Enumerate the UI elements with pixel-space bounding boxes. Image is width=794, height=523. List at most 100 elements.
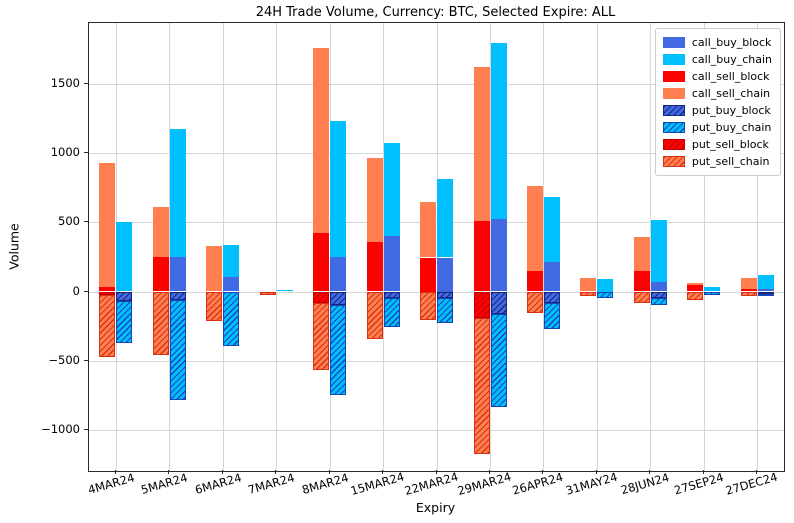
x-tick-label: 6MAR24 [193,470,243,498]
legend-swatch-call_buy_chain [662,54,685,65]
bar-segment-put_buy_block [169,291,186,300]
x-tick-mark [382,470,383,474]
legend-label: call_sell_chain [691,87,771,100]
x-tick-mark [489,470,490,474]
bar-segment-put_buy_block [650,291,667,298]
bar-segment-call_sell_chain [99,163,116,288]
bar-segment-call_buy_block [490,219,507,292]
bar-segment-call_buy_block [383,236,400,292]
x-tick-label: 22MAR24 [402,469,460,499]
bar-segment-put_buy_block [543,291,560,304]
bar-segment-put_sell_chain [259,291,276,295]
y-tick-label: 1000 [50,144,80,159]
bar-segment-call_buy_block [169,256,186,292]
gridline-vertical [276,23,278,471]
bar-segment-put_buy_chain [757,293,774,296]
bar-segment-call_buy_block [543,261,560,292]
bar-segment-call_buy_chain [330,121,347,257]
bar-segment-put_buy_block [116,291,133,302]
bar-segment-put_buy_chain [169,299,186,400]
legend-swatch-put_sell_chain [662,156,685,167]
bar-segment-call_sell_block [526,271,543,292]
x-tick-mark [435,470,437,474]
bar-segment-call_buy_block [650,281,667,292]
bar-segment-put_sell_chain [366,291,383,339]
x-tick-mark [328,470,330,474]
legend-label: put_sell_chain [691,155,770,168]
bar-segment-put_buy_block [757,291,774,294]
bar-segment-put_buy_chain [330,304,347,395]
bar-segment-call_sell_chain [420,202,436,258]
legend-item-call_sell_block: call_sell_block [662,68,772,85]
y-axis-label: Volume [6,223,22,270]
x-tick-label: 5MAR24 [139,470,190,498]
bar-segment-put_sell_block [313,291,330,304]
x-tick-label: 29MAR24 [455,469,513,499]
bar-segment-call_buy_chain [650,220,667,282]
bar-segment-call_buy_chain [543,196,560,262]
bar-segment-call_sell_chain [152,206,169,257]
bar-segment-put_sell_chain [740,291,757,296]
bar-segment-put_sell_chain [526,291,543,313]
bar-segment-put_sell_chain [633,291,650,303]
bar-segment-call_buy_chain [437,179,453,258]
bar-segment-put_sell_chain [206,291,223,321]
y-tick-mark [84,221,88,223]
bar-segment-put_buy_chain [597,291,614,299]
x-tick-label: 15MAR24 [348,469,406,499]
bar-segment-call_buy_chain [223,245,240,277]
y-tick-label: −1000 [41,422,80,437]
legend-label: put_buy_block [691,104,771,117]
x-tick-label: 4MAR24 [86,470,136,498]
x-tick-label: 27SEP24 [672,470,725,498]
bar-segment-put_buy_chain [223,291,240,347]
bar-segment-put_buy_chain [437,298,453,324]
legend-item-put_sell_block: put_sell_block [662,136,772,153]
bar-segment-put_buy_chain [704,291,721,295]
x-tick-label: 26APR24 [511,469,566,498]
legend-item-call_sell_chain: call_sell_chain [662,85,772,102]
bar-segment-call_buy_chain [704,286,721,292]
x-tick-label: 8MAR24 [299,470,350,498]
bar-segment-call_sell_block [687,285,704,292]
bar-segment-call_sell_chain [473,66,490,221]
y-tick-mark [84,429,88,431]
legend-item-put_sell_chain: put_sell_chain [662,153,772,170]
legend: call_buy_block call_buy_chain call_sell_bl… [654,28,781,176]
legend-item-call_buy_chain: call_buy_chain [662,51,772,68]
legend-swatch-call_buy_block [662,37,685,48]
bar-segment-put_sell_chain [687,291,704,300]
x-tick-mark [542,470,544,474]
y-tick-mark [84,359,88,361]
bar-segment-put_sell_chain [473,317,490,455]
bar-segment-put_buy_chain [116,301,133,343]
legend-swatch-put_buy_block [662,105,685,116]
legend-label: put_buy_chain [691,121,772,134]
x-tick-mark [595,470,597,474]
y-tick-label: 1500 [50,75,80,90]
bar-segment-call_buy_chain [116,222,133,292]
bar-segment-call_buy_chain [597,279,614,292]
bar-segment-put_buy_block [330,291,347,305]
bar-segment-put_buy_chain [490,314,507,408]
bar-segment-call_sell_chain [526,185,543,272]
legend-label: call_buy_block [691,36,772,49]
x-axis-label: Expiry [415,500,456,515]
x-tick-label: 31MAY24 [563,469,619,498]
bar-segment-call_buy_chain [383,142,400,237]
x-tick-mark [756,470,758,474]
x-tick-mark [221,470,223,474]
bar-segment-call_buy_chain [169,128,186,257]
legend-label: put_sell_block [691,138,769,151]
bar-segment-put_sell_chain [420,291,436,320]
bar-segment-put_buy_block [490,291,507,315]
bar-segment-call_sell_chain [687,282,704,286]
legend-swatch-put_sell_block [662,139,685,150]
bar-segment-call_sell_chain [580,278,597,292]
x-tick-mark [702,470,704,474]
x-tick-label: 28JUN24 [619,470,672,498]
bar-segment-call_sell_chain [366,158,383,242]
legend-item-call_buy_block: call_buy_block [662,34,772,51]
gridline-vertical [596,23,598,471]
